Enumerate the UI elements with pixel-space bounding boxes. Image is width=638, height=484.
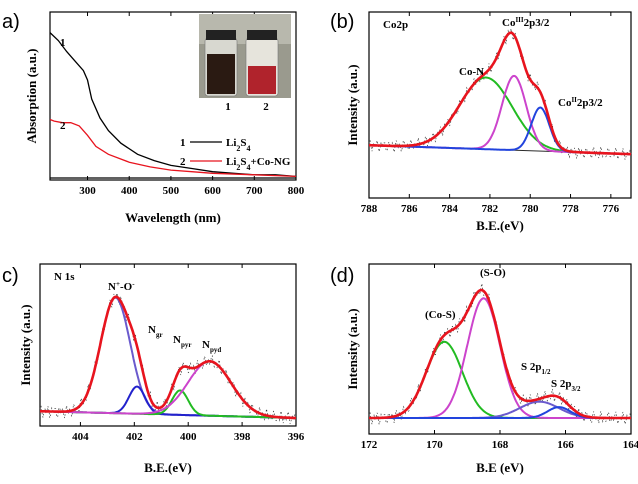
x-tick-label: 398	[234, 431, 251, 443]
y-axis-label: Absorption (a.u.)	[24, 49, 39, 144]
x-axis-label: B.E.(eV)	[144, 460, 192, 475]
panel-label: (d)	[330, 265, 354, 287]
legend-number: 2	[180, 156, 186, 168]
x-tick-label: 780	[522, 203, 539, 215]
x-tick-label: 164	[623, 439, 638, 451]
x-tick-label: 600	[204, 185, 221, 197]
x-tick-label: 172	[361, 439, 378, 451]
x-tick-label: 700	[246, 185, 263, 197]
plot-frame	[39, 263, 297, 427]
panel-label: a)	[2, 11, 20, 33]
vial-2-liquid	[248, 66, 276, 94]
panel-title: N 1s	[54, 271, 75, 283]
series-line-2	[49, 118, 297, 178]
x-axis-label: B.E (eV)	[476, 460, 524, 475]
inset-label-2: 2	[263, 101, 269, 113]
inset-photo	[199, 14, 291, 98]
raw-data-points	[39, 292, 297, 424]
x-tick-label: 300	[79, 185, 96, 197]
envelope-fit	[369, 31, 632, 156]
x-tick-label: 168	[492, 439, 509, 451]
x-tick-label: 776	[603, 203, 620, 215]
x-tick-label: 400	[180, 431, 197, 443]
vial-1-cap	[206, 30, 236, 40]
vial-2-cap	[247, 30, 277, 40]
peak-label-ngr: Ngr	[148, 324, 163, 339]
x-axis-label: B.E.(eV)	[476, 218, 524, 233]
x-tick-label: 500	[163, 185, 180, 197]
peak-Npyd	[40, 360, 296, 419]
series-line-1	[49, 32, 297, 178]
peak-Co-N	[369, 76, 632, 156]
curve-label-2: 2	[60, 120, 66, 132]
plot-frame	[49, 11, 297, 181]
panel-4: 172 170 168 166 164 (d) B.E (eV) Intensity (a.u…	[330, 263, 638, 475]
y-axis-label: Intensity (a.u.)	[18, 304, 33, 385]
panel-label: (b)	[330, 11, 354, 33]
y-axis-label: Intensity (a.u.)	[345, 308, 360, 389]
peak-label-npyd: Npyd	[202, 339, 221, 354]
panel-3: 404 402 400 398 396 c) B.E.(eV) Intensity (a.u.…	[2, 263, 305, 475]
x-tick-label: 786	[401, 203, 418, 215]
peak-label-n-o: N+-O-	[108, 280, 135, 293]
x-tick-label: 396	[288, 431, 305, 443]
peak-label-s2p12: S 2p1/2	[521, 361, 551, 376]
x-tick-label: 788	[361, 203, 378, 215]
panel-title: Co2p	[383, 19, 408, 31]
peak-label-co-n: Co-N	[459, 66, 484, 78]
panel-label: c)	[2, 265, 19, 287]
envelope-fit	[40, 295, 296, 420]
peak-label-co3: CoIII2p3/2	[502, 16, 550, 29]
x-tick-label: 778	[562, 203, 579, 215]
peak-label-s-o: (S-O)	[480, 267, 506, 279]
x-tick-label: 404	[72, 431, 89, 443]
legend-label: Li2S4	[226, 137, 251, 153]
peak-label-npyr: Npyr	[173, 334, 191, 349]
x-tick-label: 166	[557, 439, 574, 451]
panel-1: 300 400 500 600 700 800 a) Wavelength (nm) Absor…	[2, 11, 305, 225]
legend-label: Li2S4+Co-NG	[226, 156, 291, 172]
y-axis-label: Intensity (a.u.)	[345, 64, 360, 145]
peak-label-s2p32: S 2p3/2	[551, 378, 581, 393]
raw-data-points	[368, 283, 632, 425]
peak-label-co-s: (Co-S)	[425, 309, 456, 321]
x-tick-label: 782	[482, 203, 499, 215]
x-tick-label: 800	[288, 185, 305, 197]
x-tick-label: 784	[441, 203, 458, 215]
inset-label-1: 1	[225, 101, 231, 113]
plot-frame	[368, 11, 632, 199]
vial-1-liquid	[207, 54, 235, 94]
peak-S 2p1/2	[369, 400, 631, 419]
x-tick-label: 170	[426, 439, 443, 451]
peak-label-co2: CoII2p3/2	[558, 96, 603, 109]
panel-2: 788 786 784 782 780 778 776 (b) B.E.(eV) Intensit…	[330, 11, 632, 233]
legend-number: 1	[180, 137, 186, 149]
x-tick-label: 400	[121, 185, 138, 197]
x-tick-label: 402	[126, 431, 143, 443]
envelope-fit	[369, 288, 631, 420]
peak-(S-O)	[369, 297, 631, 419]
curve-label-1: 1	[60, 37, 66, 49]
x-axis-label: Wavelength (nm)	[125, 210, 221, 225]
